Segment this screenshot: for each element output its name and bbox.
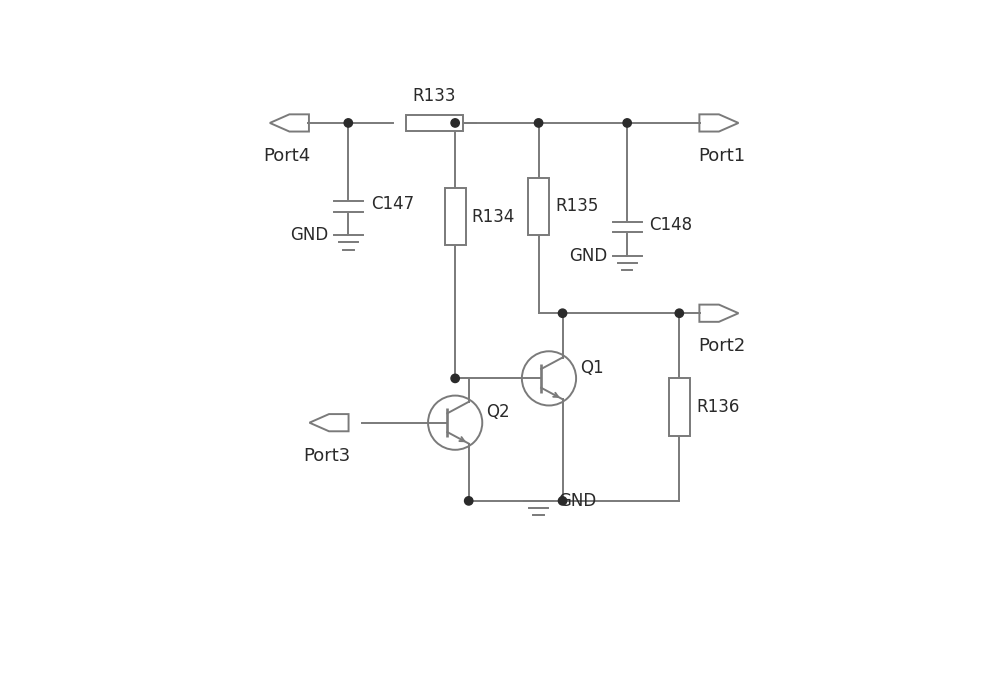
Text: Port2: Port2 (698, 337, 745, 355)
Circle shape (465, 497, 473, 505)
Text: Q2: Q2 (486, 403, 510, 421)
Text: R136: R136 (696, 398, 739, 416)
Text: C147: C147 (371, 195, 414, 213)
Circle shape (623, 118, 631, 127)
Text: GND: GND (569, 247, 607, 265)
Circle shape (451, 118, 459, 127)
Text: GND: GND (558, 492, 597, 510)
Text: R134: R134 (472, 208, 515, 225)
Bar (528, 177, 549, 235)
Bar (445, 188, 466, 246)
Circle shape (344, 118, 352, 127)
Text: GND: GND (290, 226, 328, 244)
Text: Port3: Port3 (303, 447, 350, 465)
Circle shape (534, 118, 543, 127)
Circle shape (558, 309, 567, 318)
Text: R135: R135 (555, 198, 599, 215)
Text: Port4: Port4 (263, 147, 310, 165)
Circle shape (451, 374, 459, 383)
Text: C148: C148 (650, 215, 693, 234)
Circle shape (675, 309, 683, 318)
Bar (669, 378, 690, 436)
Text: Q1: Q1 (580, 359, 604, 377)
Circle shape (558, 497, 567, 505)
Text: R133: R133 (413, 87, 456, 105)
Text: Port1: Port1 (698, 147, 745, 165)
Bar (406, 114, 463, 131)
